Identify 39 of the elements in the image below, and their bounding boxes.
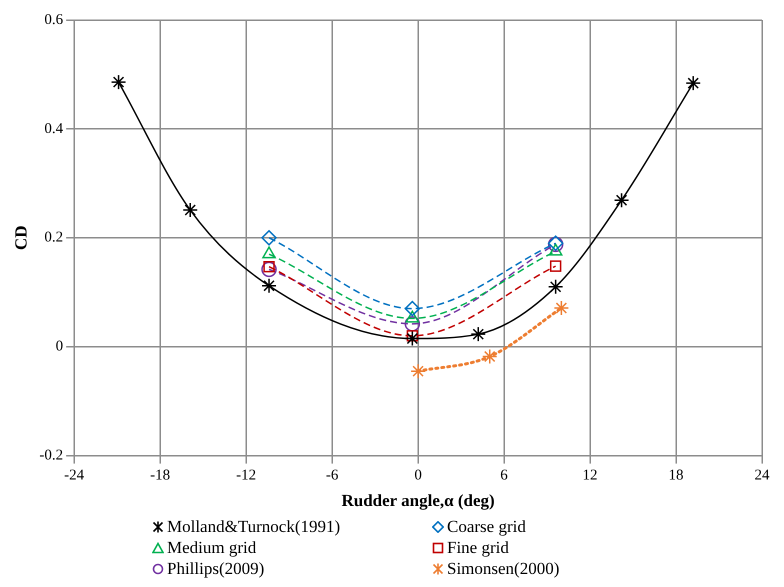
point bbox=[685, 75, 701, 91]
y-axis-title: CD bbox=[12, 226, 31, 250]
point bbox=[110, 74, 126, 90]
point bbox=[548, 279, 564, 295]
y-tick-label: 0 bbox=[56, 338, 64, 355]
point bbox=[406, 330, 418, 342]
y-tick-label: 0.4 bbox=[44, 120, 64, 137]
legend-label: Molland&Turnock(1991) bbox=[167, 516, 340, 537]
y-tick-label: -0.2 bbox=[39, 448, 64, 464]
x-tick-label: -24 bbox=[64, 468, 85, 484]
x-axis-title: Rudder angle,α (deg) bbox=[341, 491, 495, 510]
x-tick-label: 12 bbox=[582, 468, 598, 484]
point bbox=[261, 230, 277, 246]
y-tick-label: 0.2 bbox=[44, 230, 64, 246]
point bbox=[261, 278, 277, 294]
legend-label: Phillips(2009) bbox=[167, 558, 264, 579]
point bbox=[614, 192, 630, 208]
x-tick-label: 18 bbox=[668, 468, 684, 484]
x-tick-label: -6 bbox=[326, 468, 339, 484]
point bbox=[550, 260, 562, 272]
point bbox=[404, 330, 420, 346]
legend-label: Coarse grid bbox=[447, 516, 526, 537]
x-tick-label: -18 bbox=[150, 468, 170, 484]
point bbox=[261, 262, 277, 278]
x-tick-label: -12 bbox=[236, 468, 256, 484]
legend-label: Simonsen(2000) bbox=[447, 558, 560, 579]
point bbox=[482, 348, 498, 364]
point bbox=[182, 202, 198, 218]
y-tick-label: 0.6 bbox=[44, 12, 64, 28]
point bbox=[554, 300, 570, 316]
point bbox=[404, 316, 420, 332]
point bbox=[404, 300, 420, 316]
x-tick-label: 6 bbox=[500, 468, 508, 484]
x-tick-label: 0 bbox=[414, 468, 422, 484]
legend-label: Medium grid bbox=[167, 537, 256, 558]
point bbox=[470, 326, 486, 342]
point bbox=[410, 363, 426, 379]
legend-label: Fine grid bbox=[447, 537, 509, 558]
x-tick-label: 24 bbox=[754, 468, 770, 484]
